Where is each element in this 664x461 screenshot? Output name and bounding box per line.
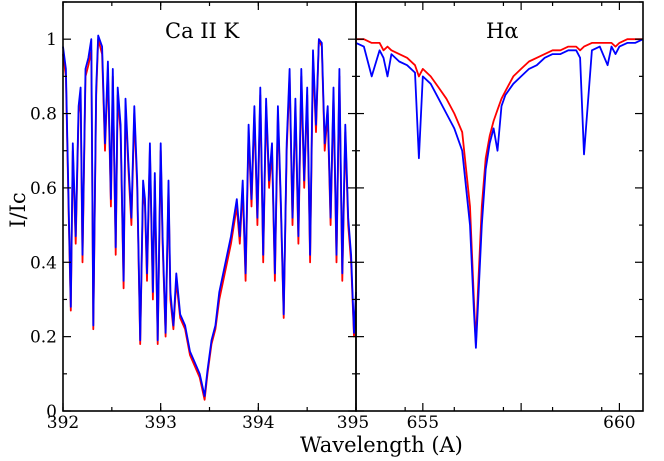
panel-h-alpha: 655 660 Hα — [355, 1, 644, 433]
ca-ii-k-y-tick-label: 0.4 — [30, 253, 57, 273]
x-axis-title: Wavelength (A) — [300, 433, 463, 457]
h-alpha-x-tick-label: 660 — [603, 413, 635, 433]
ca-ii-k-y-tick-label: 0.8 — [30, 105, 57, 125]
h-alpha-panel-title: Hα — [486, 19, 519, 43]
h-alpha-series-1-line — [355, 38, 644, 349]
ca-ii-k-series-group — [62, 34, 357, 401]
y-axis-title: I/Ic — [6, 192, 30, 227]
h-alpha-series-group — [355, 38, 644, 349]
ca-ii-k-x-tick-label: 394 — [242, 413, 274, 433]
ca-ii-k-panel-title: Ca II K — [165, 19, 240, 43]
ca-ii-k-x-tick-label: 393 — [144, 413, 176, 433]
ca-ii-k-y-tick-label: 1 — [46, 30, 57, 50]
ca-ii-k-y-tick-label: 0 — [46, 402, 57, 422]
ca-ii-k-y-tick-label: 0.6 — [30, 179, 57, 199]
h-alpha-x-tick-label: 655 — [407, 413, 439, 433]
ca-ii-k-series-1-line — [62, 34, 357, 398]
ca-ii-k-x-tick-label: 395 — [337, 413, 369, 433]
h-alpha-series-0-line — [356, 38, 643, 346]
panel-ca-ii-k: 392 393 394 395 0 0.2 0.4 0.6 0.8 1 Ca II K — [30, 1, 369, 433]
ca-ii-k-y-tick-label: 0.2 — [30, 328, 57, 348]
ca-ii-k-x-tick-label: 392 — [47, 413, 79, 433]
h-alpha-plot-frame — [355, 1, 644, 412]
h-alpha-axis-ticks: 655 660 — [355, 1, 643, 433]
